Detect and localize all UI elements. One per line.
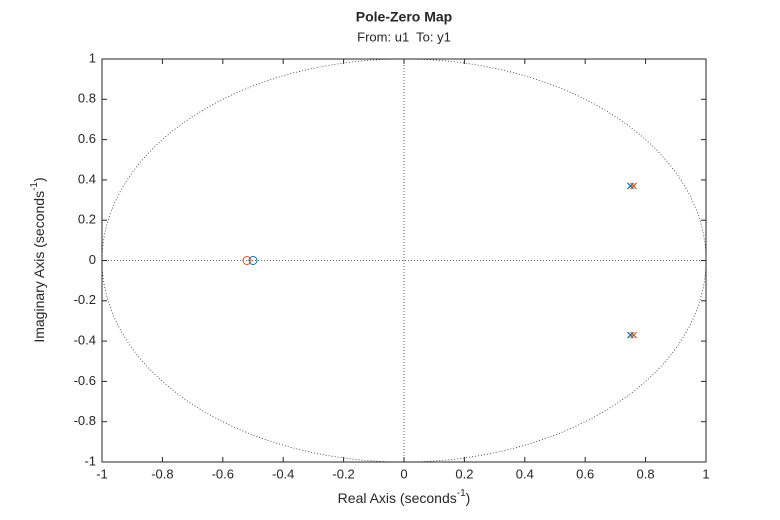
x-tick-label: 0.4 (516, 466, 534, 481)
x-label-end: ) (466, 490, 471, 506)
y-tick-label: -1 (84, 453, 96, 468)
y-tick-label: 1 (89, 50, 96, 65)
y-tick-label: 0.8 (78, 91, 96, 106)
x-label-sup: -1 (457, 488, 466, 499)
y-tick-label: 0.2 (78, 212, 96, 227)
y-label-sup: -1 (29, 182, 40, 191)
zero-marker (248, 256, 258, 265)
y-tick-label: 0.4 (78, 171, 96, 186)
x-tick-label: 1 (702, 466, 709, 481)
pole-marker (627, 331, 634, 339)
y-tick-label: -0.4 (74, 333, 96, 348)
y-tick-label: -0.2 (74, 292, 96, 307)
x-tick-label: -0.6 (212, 466, 234, 481)
chart-title: Pole-Zero Map (356, 9, 452, 25)
pole-marker (630, 182, 637, 190)
pole-marker (627, 182, 634, 190)
x-axis-label: Real Axis (seconds-1) (338, 488, 471, 506)
x-tick-label: -0.8 (151, 466, 173, 481)
y-tick-label: -0.8 (74, 413, 96, 428)
x-tick-label: -0.2 (332, 466, 354, 481)
y-tick-label: 0.6 (78, 131, 96, 146)
zero-marker (242, 256, 252, 265)
x-tick-label: 0.8 (637, 466, 655, 481)
x-tick-label: 0.2 (455, 466, 473, 481)
y-label-end: ) (31, 177, 47, 182)
pole-marker (630, 331, 637, 339)
y-tick-label: 0 (89, 252, 96, 267)
y-axis-label: Imaginary Axis (seconds-1) (29, 177, 47, 342)
x-tick-label: -0.4 (272, 466, 294, 481)
y-label-text: Imaginary Axis (seconds (31, 191, 47, 343)
x-tick-label: 0 (400, 466, 407, 481)
chart-subtitle: From: u1 To: y1 (357, 29, 451, 44)
y-tick-label: -0.6 (74, 373, 96, 388)
x-tick-label: -1 (96, 466, 108, 481)
x-label-text: Real Axis (seconds (338, 490, 457, 506)
x-tick-label: 0.6 (576, 466, 594, 481)
